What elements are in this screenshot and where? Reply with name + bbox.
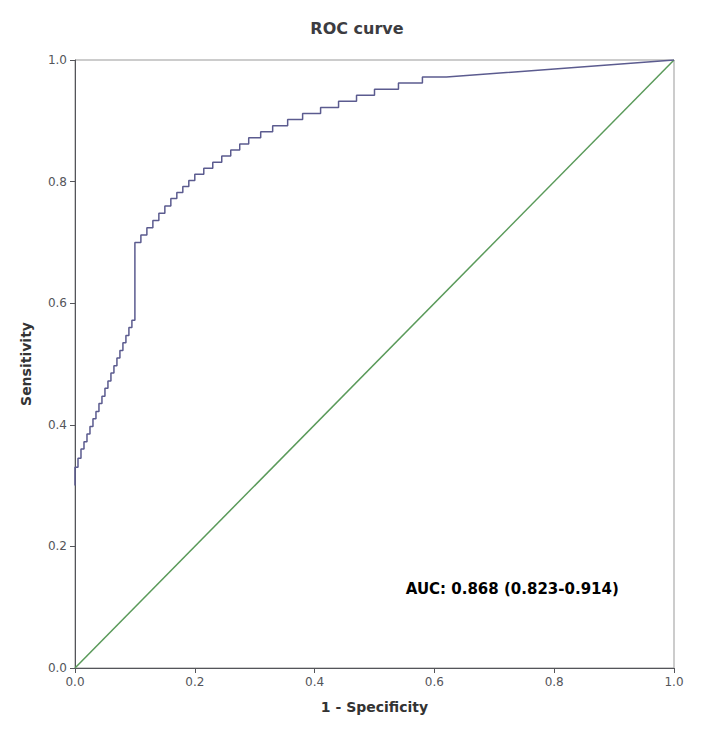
svg-text:0.2: 0.2 xyxy=(48,539,67,553)
svg-text:0.2: 0.2 xyxy=(185,675,204,689)
svg-text:1.0: 1.0 xyxy=(48,53,67,67)
svg-text:1.0: 1.0 xyxy=(664,675,683,689)
svg-text:0.0: 0.0 xyxy=(48,661,67,675)
svg-text:Sensitivity: Sensitivity xyxy=(18,322,34,406)
svg-text:ROC curve: ROC curve xyxy=(310,19,403,38)
svg-text:AUC: 0.868 (0.823-0.914): AUC: 0.868 (0.823-0.914) xyxy=(406,580,619,598)
svg-text:0.4: 0.4 xyxy=(48,418,67,432)
svg-text:0.8: 0.8 xyxy=(545,675,564,689)
svg-text:1 - Specificity: 1 - Specificity xyxy=(321,699,428,715)
svg-text:0.4: 0.4 xyxy=(305,675,324,689)
svg-text:0.6: 0.6 xyxy=(48,296,67,310)
svg-text:0.8: 0.8 xyxy=(48,175,67,189)
svg-text:0.0: 0.0 xyxy=(65,675,84,689)
svg-text:0.6: 0.6 xyxy=(425,675,444,689)
